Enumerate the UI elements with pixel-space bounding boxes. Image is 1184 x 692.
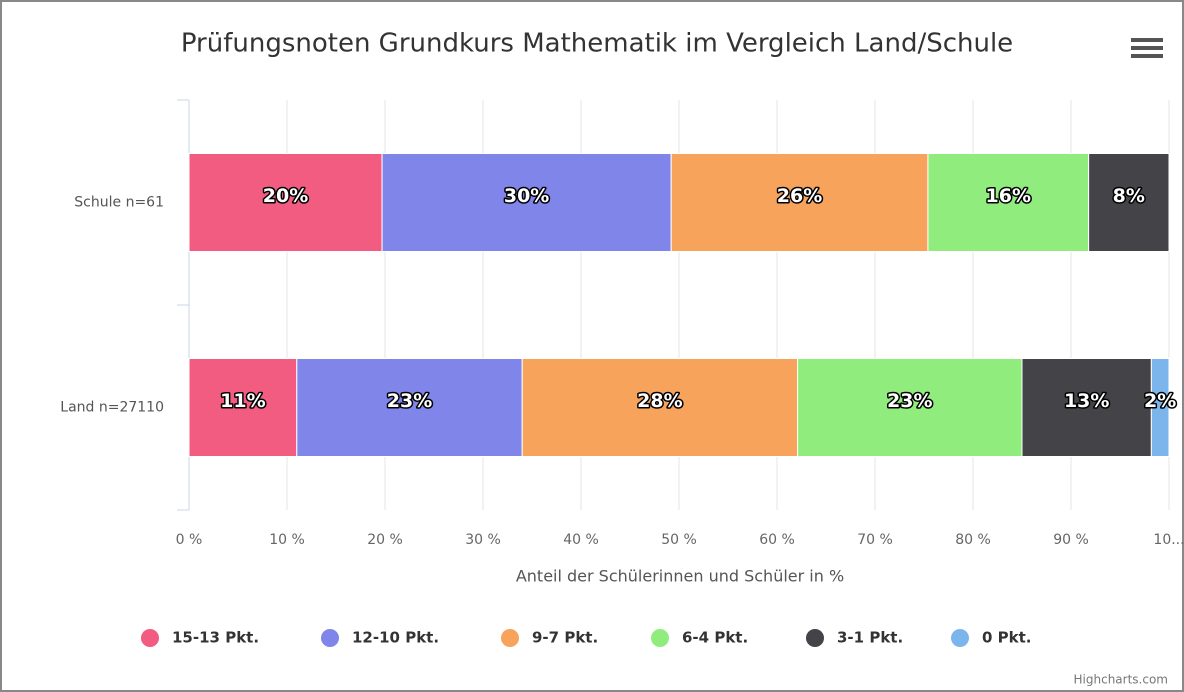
bar-segment	[296, 358, 523, 457]
x-tick-label: 70 %	[857, 532, 893, 548]
legend-label: 12-10 Pkt.	[352, 629, 439, 647]
x-tick-label: 20 %	[367, 532, 403, 548]
data-label: 28%	[637, 390, 682, 412]
data-label: 2%	[1144, 390, 1176, 412]
data-label: 20%	[263, 185, 308, 207]
legend-label: 6-4 Pkt.	[682, 629, 748, 647]
bar-segment	[670, 153, 929, 252]
x-axis-title: Anteil der Schülerinnen und Schüler in %	[516, 567, 844, 586]
x-tick-label: 10...	[1153, 532, 1184, 548]
chart-title: Prüfungsnoten Grundkurs Mathematik im Ve…	[181, 29, 1013, 59]
menu-bar[interactable]	[1131, 54, 1163, 58]
bar-segment	[188, 153, 383, 252]
bar-segment	[188, 358, 298, 457]
legend-item[interactable]: 6-4 Pkt.	[651, 629, 748, 648]
credits[interactable]: Highcharts.com	[1074, 673, 1168, 687]
legend-item[interactable]: 3-1 Pkt.	[806, 629, 903, 648]
x-tick-label: 10 %	[269, 532, 305, 548]
legend-symbol	[501, 629, 519, 647]
legend-label: 15-13 Pkt.	[172, 629, 259, 647]
x-tick-label: 40 %	[563, 532, 599, 548]
x-tick-label: 60 %	[759, 532, 795, 548]
legend-item[interactable]: 15-13 Pkt.	[141, 629, 259, 648]
data-label: 13%	[1064, 390, 1109, 412]
data-label: 11%	[220, 390, 265, 412]
data-label: 23%	[387, 390, 432, 412]
legend-item[interactable]: 9-7 Pkt.	[501, 629, 598, 648]
x-tick-label: 0 %	[176, 532, 203, 548]
x-tick-label: 50 %	[661, 532, 697, 548]
x-tick-label: 90 %	[1053, 532, 1089, 548]
legend-label: 0 Pkt.	[982, 629, 1032, 647]
bar-segment	[797, 358, 1023, 457]
bar-segment	[521, 358, 799, 457]
legend-label: 9-7 Pkt.	[532, 629, 598, 647]
menu-bar[interactable]	[1131, 46, 1163, 50]
legend-symbol	[951, 629, 969, 647]
legend-label: 3-1 Pkt.	[837, 629, 903, 647]
x-tick-label: 30 %	[465, 532, 501, 548]
y-tick-label: Schule n=61	[74, 195, 164, 211]
bar-segment	[1021, 358, 1152, 457]
data-label: 26%	[777, 185, 822, 207]
data-label: 23%	[887, 390, 932, 412]
data-label: 16%	[986, 185, 1031, 207]
legend-symbol	[321, 629, 339, 647]
legend-symbol	[651, 629, 669, 647]
legend-symbol	[806, 629, 824, 647]
data-label: 8%	[1113, 185, 1145, 207]
menu-bar[interactable]	[1131, 38, 1163, 42]
y-tick-label: Land n=27110	[60, 400, 164, 416]
data-label: 30%	[504, 185, 549, 207]
bar-segment	[927, 153, 1090, 252]
bar-segment	[1088, 153, 1170, 252]
x-tick-label: 80 %	[955, 532, 991, 548]
legend-symbol	[141, 629, 159, 647]
menu-button[interactable]	[1131, 38, 1163, 58]
legend-item[interactable]: 12-10 Pkt.	[321, 629, 439, 648]
bar-segment	[1150, 358, 1170, 457]
legend-item[interactable]: 0 Pkt.	[951, 629, 1032, 648]
